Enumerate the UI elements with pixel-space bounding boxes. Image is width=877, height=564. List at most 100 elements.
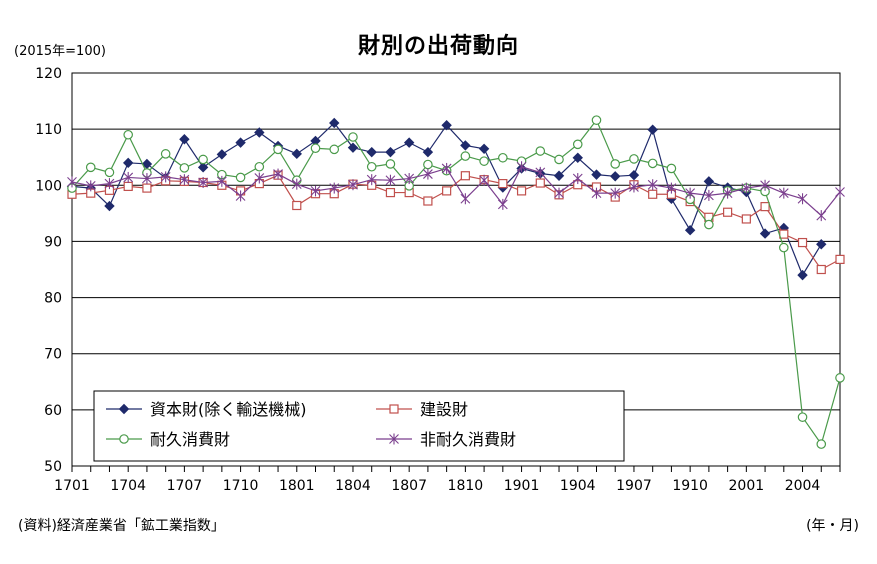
legend-label: 非耐久消費財 (420, 430, 516, 449)
legend-marker (389, 433, 399, 445)
data-point-2 (104, 167, 115, 178)
data-point-1 (292, 200, 302, 211)
x-tick-label: 1710 (223, 478, 259, 494)
y-tick-label: 70 (44, 347, 62, 363)
data-point-3 (85, 180, 96, 192)
data-point-2 (254, 161, 265, 172)
data-point-1 (835, 254, 845, 264)
data-point-1 (648, 189, 658, 199)
y-tick-label: 110 (35, 122, 62, 138)
data-point-3 (591, 187, 602, 199)
data-point-3 (703, 189, 714, 201)
data-point-3 (142, 173, 152, 185)
data-point-2 (179, 163, 190, 173)
data-point-3 (479, 174, 489, 186)
chart-title: 財別の出荷動向 (357, 34, 519, 59)
data-point-3 (760, 179, 770, 191)
data-point-3 (67, 176, 77, 188)
data-point-3 (516, 161, 527, 173)
data-point-2 (273, 144, 283, 155)
data-point-2 (329, 144, 340, 155)
legend-marker (389, 404, 399, 414)
data-point-2 (779, 242, 789, 253)
data-point-3 (685, 187, 696, 199)
data-point-3 (254, 172, 265, 184)
data-point-1 (460, 171, 470, 181)
y-tick-label: 100 (35, 178, 62, 194)
data-point-1 (123, 181, 133, 192)
data-point-3 (404, 173, 415, 185)
data-point-2 (366, 161, 377, 172)
data-point-0 (254, 127, 265, 138)
data-point-1 (142, 183, 152, 193)
data-point-3 (572, 173, 583, 185)
data-point-0 (385, 146, 396, 158)
x-tick-label: 2001 (729, 478, 765, 494)
data-point-2 (610, 159, 621, 169)
data-point-1 (442, 186, 452, 196)
data-point-0 (684, 224, 696, 236)
legend-marker (119, 434, 129, 444)
data-point-1 (741, 214, 751, 224)
data-point-2 (85, 162, 96, 173)
data-point-2 (385, 159, 396, 169)
data-point-0 (403, 137, 415, 148)
data-point-2 (460, 151, 471, 161)
y-tick-label: 50 (44, 459, 62, 475)
y-tick-label: 120 (35, 66, 62, 82)
x-tick-label: 1901 (504, 478, 540, 494)
data-point-2 (235, 172, 246, 183)
legend-label: 資本財(除く輸送機械) (150, 400, 307, 419)
data-point-3 (423, 168, 433, 180)
data-point-2 (572, 139, 583, 150)
data-point-3 (816, 210, 827, 222)
data-point-0 (235, 137, 246, 148)
data-point-2 (423, 159, 433, 170)
data-point-0 (291, 148, 302, 160)
data-point-1 (797, 237, 808, 248)
data-point-3 (610, 187, 621, 199)
data-point-3 (441, 162, 452, 174)
x-tick-label: 1704 (110, 478, 146, 494)
data-point-0 (347, 142, 359, 153)
data-point-3 (722, 187, 733, 199)
data-point-2 (535, 146, 546, 156)
data-point-0 (553, 170, 565, 181)
data-point-3 (385, 174, 396, 186)
x-tick-label: 1904 (560, 478, 596, 494)
data-point-1 (723, 207, 733, 217)
data-point-0 (422, 146, 434, 158)
data-point-0 (441, 120, 452, 131)
data-point-2 (123, 129, 133, 140)
data-point-0 (216, 149, 228, 160)
legend-label: 耐久消費財 (150, 430, 230, 449)
y-tick-label: 90 (44, 234, 62, 250)
data-point-0 (460, 140, 471, 151)
data-point-2 (310, 143, 321, 154)
data-point-3 (104, 178, 115, 190)
data-point-0 (179, 134, 190, 145)
x-axis-unit: (年・月) (806, 518, 859, 534)
legend-box (93, 390, 625, 462)
data-point-1 (535, 178, 545, 188)
data-point-2 (198, 154, 208, 165)
x-tick-label: 1804 (335, 478, 371, 494)
data-point-2 (666, 163, 677, 174)
data-point-0 (478, 143, 490, 154)
data-point-1 (423, 196, 433, 206)
data-point-3 (835, 186, 845, 198)
x-tick-label: 1807 (391, 478, 427, 494)
data-point-3 (216, 175, 227, 187)
data-point-0 (628, 169, 640, 181)
data-point-2 (554, 154, 564, 165)
data-point-0 (759, 228, 771, 239)
data-point-3 (741, 182, 752, 194)
data-point-3 (198, 176, 209, 188)
data-point-2 (498, 152, 508, 163)
data-point-2 (591, 115, 602, 125)
data-point-0 (197, 162, 209, 173)
data-point-3 (366, 174, 377, 186)
data-point-2 (816, 439, 827, 449)
data-point-1 (760, 202, 770, 212)
data-point-0 (329, 117, 340, 129)
